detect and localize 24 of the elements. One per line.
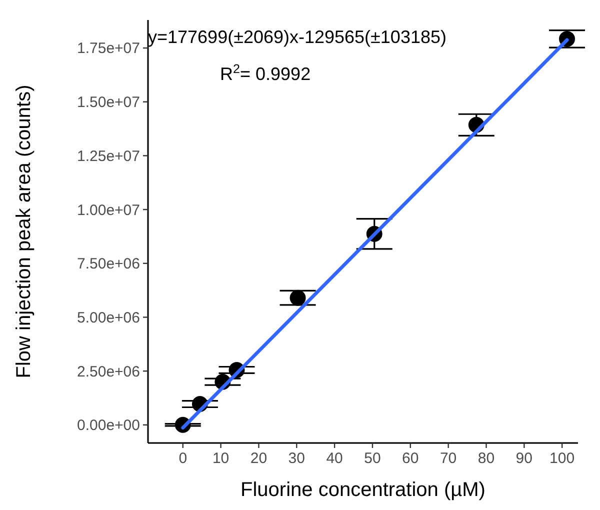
x-tick-label: 10 <box>212 450 230 467</box>
x-tick-label: 30 <box>288 450 305 467</box>
point <box>290 290 306 306</box>
x-axis-title: Fluorine concentration (µM) <box>240 479 486 501</box>
y-tick-label: 5.00e+06 <box>77 309 140 326</box>
y-tick-label: 1.50e+07 <box>77 94 140 112</box>
y-tick-label: 1.75e+07 <box>77 40 140 58</box>
x-tick-label: 20 <box>250 450 268 467</box>
x-tick-label: 100 <box>550 450 575 467</box>
y-axis-title: Flow injection peak area (counts) <box>13 84 35 378</box>
x-tick-label: 40 <box>326 450 343 467</box>
x-tick-label: 60 <box>402 450 419 467</box>
x-tick-label: 70 <box>440 450 457 467</box>
x-tick-label: 50 <box>364 450 381 467</box>
x-tick-label: 0 <box>178 450 188 467</box>
x-tick-label: 90 <box>516 450 532 467</box>
y-tick-label: 1.00e+07 <box>77 202 140 219</box>
y-tick-label: 1.25e+07 <box>77 148 140 165</box>
y-tick-label: 7.50e+06 <box>77 256 140 273</box>
y-tick-label: 0.00e+00 <box>77 417 140 434</box>
y-tick-label: 2.50e+06 <box>77 363 140 380</box>
annotation: R$^{2}$= 0.9992 <box>220 62 311 84</box>
annotation: y=177699(±2069)x-129565(±103185) <box>148 27 446 47</box>
x-tick-label: 80 <box>478 450 495 467</box>
